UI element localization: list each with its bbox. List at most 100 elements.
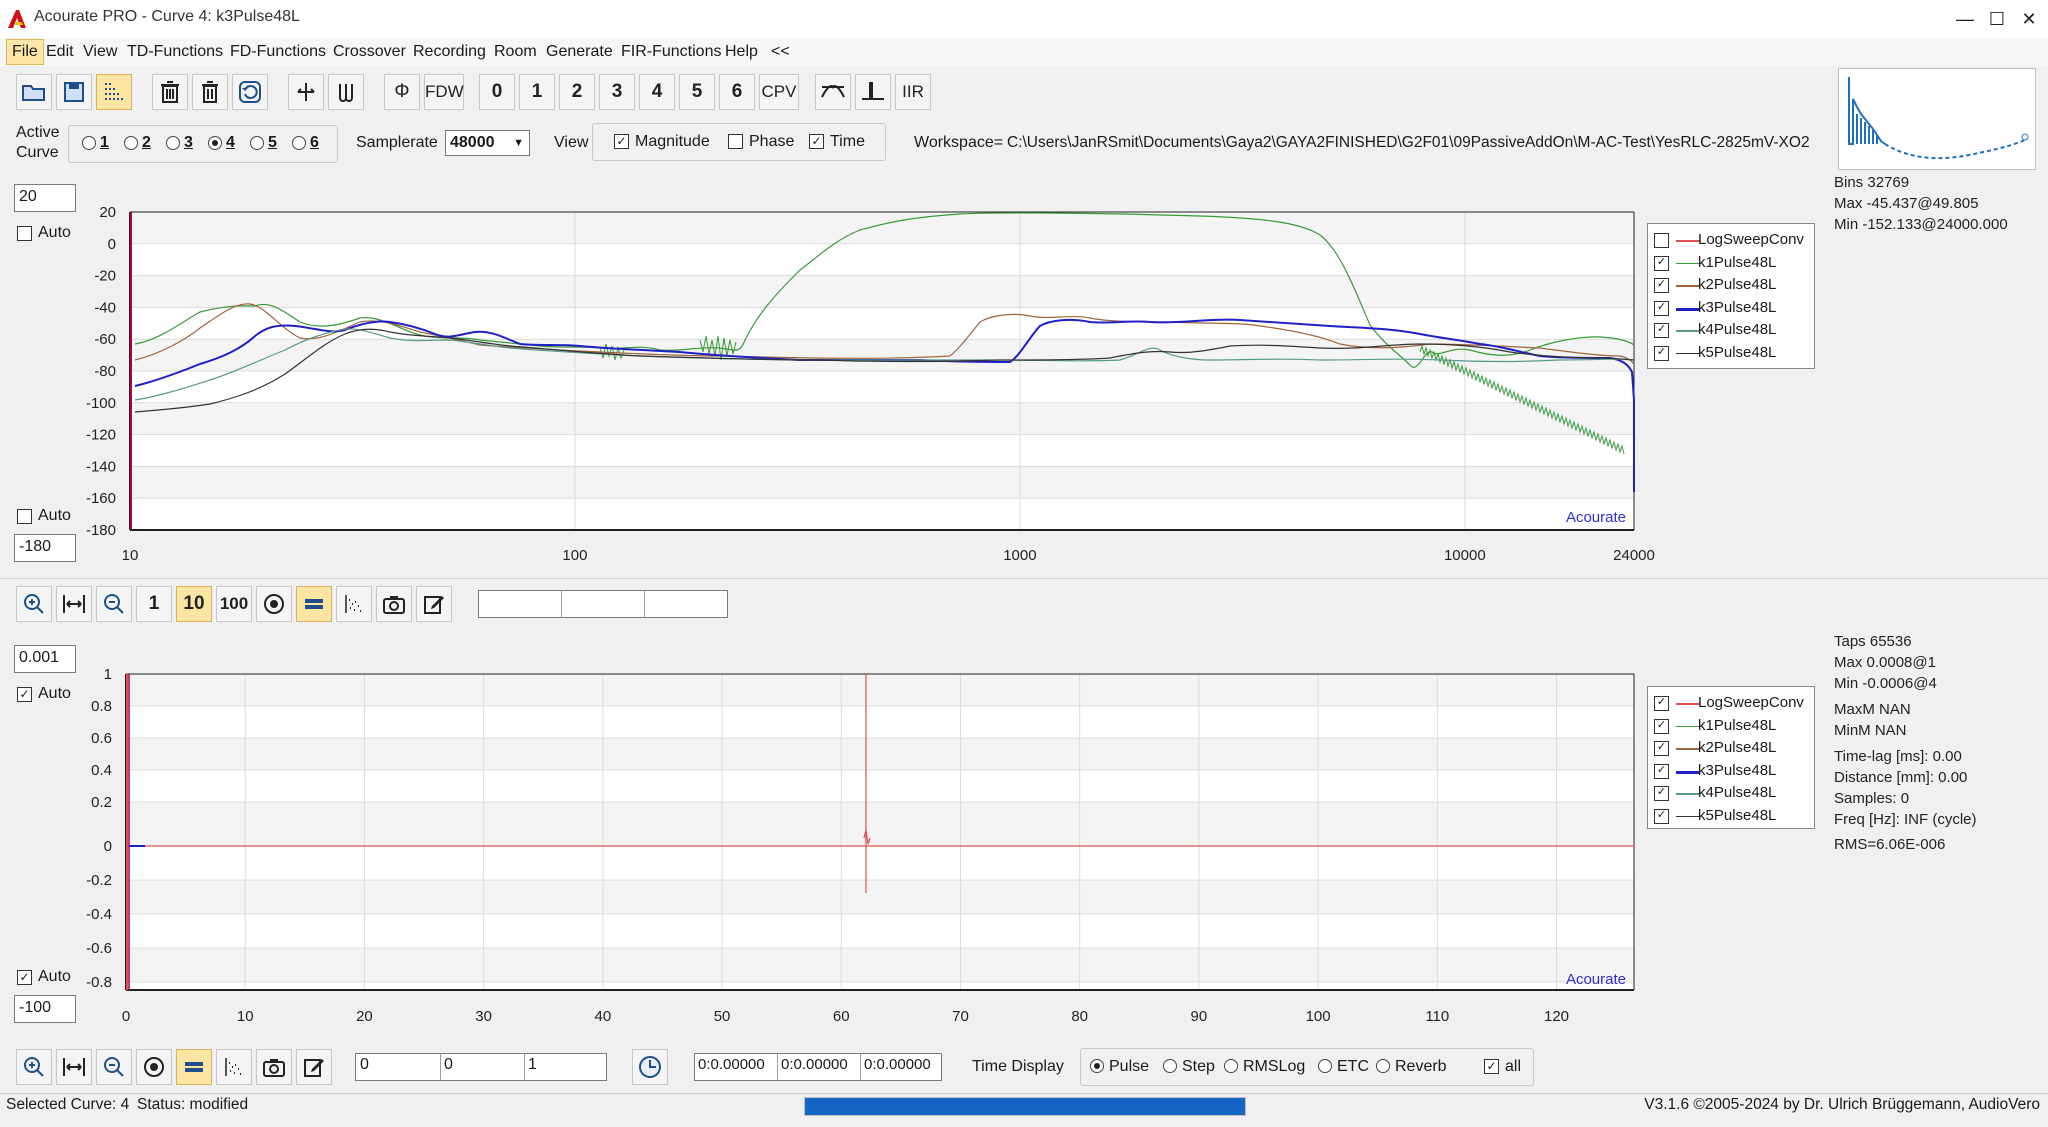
mode-radio-etc[interactable]: [1318, 1059, 1332, 1073]
menu-room[interactable]: Room: [494, 43, 537, 60]
fd-legend-checkbox[interactable]: ✓: [1654, 278, 1669, 293]
iir-button[interactable]: IIR: [895, 74, 931, 110]
active-curve-radio-2[interactable]: [124, 136, 138, 150]
all-checkbox[interactable]: ✓: [1484, 1059, 1499, 1074]
fdw-button[interactable]: FDW: [424, 74, 464, 110]
undo-icon[interactable]: [232, 74, 268, 110]
pulse-thumbnail[interactable]: [1838, 68, 2036, 170]
maximize-button[interactable]: ☐: [1988, 9, 2006, 29]
time-checkbox[interactable]: ✓: [809, 134, 824, 149]
curve-6-button[interactable]: 6: [719, 74, 755, 110]
open-folder-icon[interactable]: [16, 74, 52, 110]
menu-generate[interactable]: Generate: [546, 43, 613, 60]
fd-bottom-auto-checkbox[interactable]: [17, 509, 32, 524]
cpv-button[interactable]: CPV: [759, 74, 799, 110]
fd-legend-checkbox[interactable]: ✓: [1654, 255, 1669, 271]
menu-fir-functions[interactable]: FIR-Functions: [621, 43, 722, 60]
zoom-in-icon[interactable]: [16, 586, 52, 622]
minimize-button[interactable]: —: [1956, 9, 1974, 29]
cursor-field-1[interactable]: 0: [360, 1056, 369, 1073]
td-legend-item[interactable]: ✓ k1Pulse48L: [1648, 715, 1814, 737]
td-legend-item[interactable]: ✓ k4Pulse48L: [1648, 782, 1814, 804]
active-curve-radio-1[interactable]: [82, 136, 96, 150]
menu-collapse[interactable]: <<: [771, 43, 790, 60]
phase-checkbox[interactable]: [728, 134, 743, 149]
edit-icon[interactable]: [416, 586, 452, 622]
phase-button[interactable]: Φ: [384, 74, 420, 110]
flip-curve-icon[interactable]: [288, 74, 324, 110]
fd-legend-checkbox[interactable]: ✓: [1654, 345, 1669, 361]
td-legend-checkbox[interactable]: ✓: [1654, 786, 1669, 801]
menu-view[interactable]: View: [83, 43, 118, 60]
fd-legend-item[interactable]: ✓ k5Pulse48L: [1648, 342, 1814, 364]
menu-crossover[interactable]: Crossover: [333, 43, 406, 60]
camera-icon[interactable]: [376, 586, 412, 622]
cursor-fields[interactable]: [355, 1053, 607, 1081]
td-legend-item[interactable]: ✓ k3Pulse48L: [1648, 760, 1814, 782]
mode-radio-rmslog[interactable]: [1224, 1059, 1238, 1073]
time-fields[interactable]: [694, 1053, 942, 1081]
time-field-2[interactable]: 0:0.00000: [781, 1056, 848, 1073]
fd-bottom-value-input[interactable]: -180: [14, 534, 76, 562]
scale-10-button[interactable]: 10: [176, 586, 212, 622]
td-legend-checkbox[interactable]: ✓: [1654, 741, 1669, 756]
delete-icon[interactable]: [192, 74, 228, 110]
fit-width-icon[interactable]: [56, 586, 92, 622]
phase-edit-icon[interactable]: [328, 74, 364, 110]
td-top-value-input[interactable]: 0.001: [14, 645, 76, 673]
time-field-1[interactable]: 0:0.00000: [698, 1056, 765, 1073]
samplerate-select[interactable]: 48000 ▼: [445, 130, 530, 156]
clock-icon[interactable]: [632, 1049, 668, 1085]
fd-plot[interactable]: 200-20-40-60-80-100-120-140-160-180 10 10…: [0, 170, 1834, 570]
close-button[interactable]: ✕: [2021, 9, 2037, 29]
cursor-field-2[interactable]: 0: [444, 1056, 453, 1073]
curve-5-button[interactable]: 5: [679, 74, 715, 110]
td-legend-item[interactable]: ✓ k5Pulse48L: [1648, 805, 1814, 827]
fd-legend-checkbox[interactable]: [1654, 233, 1669, 248]
scale-100-button[interactable]: 100: [216, 586, 252, 622]
fd-legend-item[interactable]: ✓ k3Pulse48L: [1648, 297, 1814, 319]
menu-td-functions[interactable]: TD-Functions: [127, 43, 224, 60]
delete-all-icon[interactable]: [152, 74, 188, 110]
pulse-icon[interactable]: [855, 74, 891, 110]
mode-radio-step[interactable]: [1163, 1059, 1177, 1073]
menu-recording[interactable]: Recording: [413, 43, 486, 60]
curve-2-button[interactable]: 2: [559, 74, 595, 110]
bar-view-icon[interactable]: [296, 586, 332, 622]
crossover-icon[interactable]: [815, 74, 851, 110]
menu-fd-functions[interactable]: FD-Functions: [230, 43, 327, 60]
fd-legend-checkbox[interactable]: ✓: [1654, 300, 1669, 316]
curve-1-button[interactable]: 1: [519, 74, 555, 110]
td-zoom-in-icon[interactable]: [16, 1049, 52, 1085]
curve-3-button[interactable]: 3: [599, 74, 635, 110]
scale-1-button[interactable]: 1: [136, 586, 172, 622]
td-bar-view-icon[interactable]: [176, 1049, 212, 1085]
td-legend-checkbox[interactable]: ✓: [1654, 808, 1669, 824]
mode-radio-pulse[interactable]: [1090, 1059, 1104, 1073]
fd-legend-item[interactable]: ✓ k2Pulse48L: [1648, 274, 1814, 296]
td-legend-item[interactable]: ✓ k2Pulse48L: [1648, 737, 1814, 759]
curves-list-icon[interactable]: [96, 74, 132, 110]
td-edit-icon[interactable]: [296, 1049, 332, 1085]
active-curve-radio-4[interactable]: [208, 136, 222, 150]
fd-legend-item[interactable]: ✓ k4Pulse48L: [1648, 319, 1814, 341]
curve-4-button[interactable]: 4: [639, 74, 675, 110]
menu-edit[interactable]: Edit: [46, 43, 74, 60]
active-curve-radio-3[interactable]: [166, 136, 180, 150]
fd-legend-item[interactable]: ✓ k1Pulse48L: [1648, 252, 1814, 274]
mode-radio-reverb[interactable]: [1376, 1059, 1390, 1073]
fd-top-value-input[interactable]: 20: [14, 184, 76, 212]
save-icon[interactable]: [56, 74, 92, 110]
active-curve-radio-6[interactable]: [292, 136, 306, 150]
time-field-3[interactable]: 0:0.00000: [864, 1056, 931, 1073]
fd-top-auto-checkbox[interactable]: [17, 226, 32, 241]
td-scatter-icon[interactable]: [216, 1049, 252, 1085]
td-bottom-value-input[interactable]: -100: [14, 995, 76, 1023]
td-legend-checkbox[interactable]: ✓: [1654, 763, 1669, 779]
td-fit-width-icon[interactable]: [56, 1049, 92, 1085]
scatter-icon[interactable]: [336, 586, 372, 622]
td-legend-checkbox[interactable]: ✓: [1654, 718, 1669, 734]
target-icon[interactable]: [256, 586, 292, 622]
td-target-icon[interactable]: [136, 1049, 172, 1085]
active-curve-radio-5[interactable]: [250, 136, 264, 150]
